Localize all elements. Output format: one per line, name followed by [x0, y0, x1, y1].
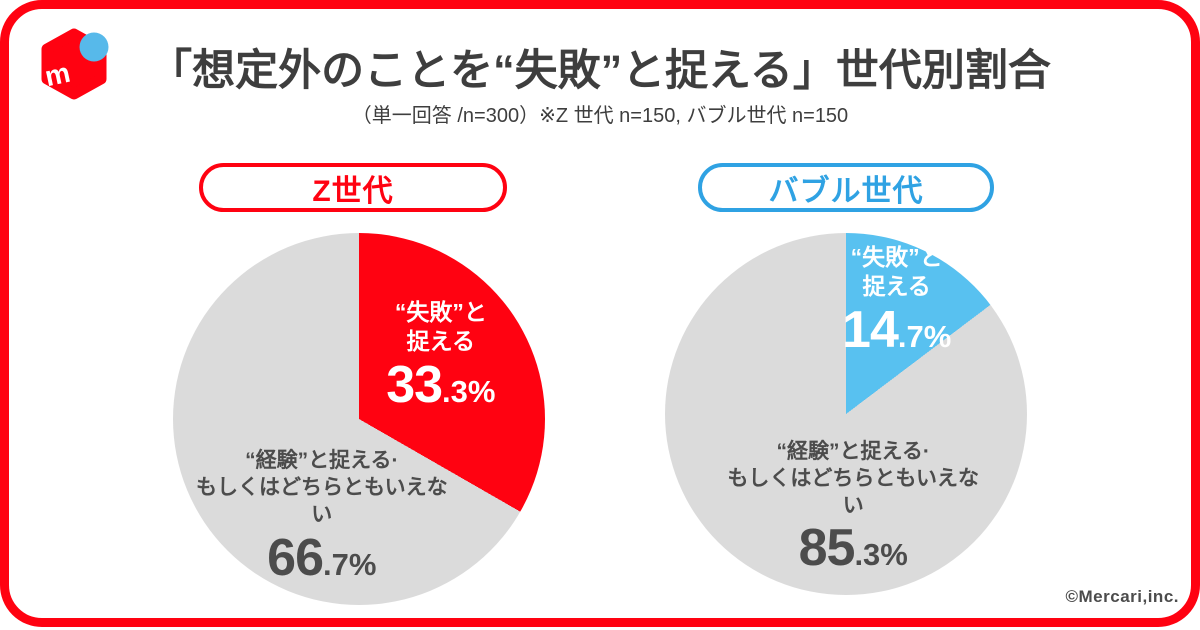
rest-label-block-bubble: “経験”と捉える· もしくはどちらともいえない 85.3% — [727, 438, 980, 576]
percentage-fraction: .7% — [323, 546, 377, 582]
rest-percentage: 66.7% — [192, 528, 452, 587]
pie-chart-bubble: “失敗”と 捉える 14.7% “経験”と捉える· もしくはどちらともいえない … — [665, 233, 1027, 595]
rest-label-line: “経験”と捉える· — [776, 439, 930, 463]
group-label-pill-z: Z世代 — [199, 163, 507, 212]
slice-percentage: 14.7% — [824, 300, 969, 359]
survey-note: （単一回答 /n=300）※Z 世代 n=150, バブル世代 n=150 — [351, 105, 849, 127]
slice-label-block-bubble: “失敗”と 捉える 14.7% — [824, 243, 969, 357]
rest-label-line: もしくはどちらともいえない — [195, 476, 448, 527]
group-label-z: Z世代 — [312, 174, 394, 208]
slice-label-line: “失敗”と — [850, 244, 943, 271]
percentage-fraction: .3% — [442, 373, 496, 409]
percentage-integer: 66 — [267, 528, 324, 587]
slice-label-line: 捉える — [406, 327, 475, 354]
slice-label-block-z: “失敗”と 捉える 33.3% — [366, 298, 515, 412]
percentage-integer: 14 — [842, 300, 899, 359]
rest-percentage: 85.3% — [727, 521, 980, 576]
slice-percentage: 33.3% — [366, 355, 515, 414]
percentage-integer: 33 — [386, 355, 443, 414]
mercari-logo: m — [41, 28, 109, 100]
copyright-text: ©Mercari,inc. — [1065, 587, 1179, 606]
group-label-bubble: バブル世代 — [768, 174, 924, 208]
group-label-pill-bubble: バブル世代 — [698, 163, 994, 212]
percentage-fraction: .7% — [897, 318, 952, 354]
page-title: 「想定外のことを“失敗”と捉える」世代別割合 — [149, 47, 1051, 95]
rest-label-line: “経験”と捉える· — [245, 448, 399, 472]
mercari-logo-dot-icon — [79, 32, 109, 62]
rest-label-line: もしくはどちらともいえない — [727, 466, 980, 518]
slice-label-line: 捉える — [862, 272, 931, 299]
rest-label-block-z: “経験”と捉える· もしくはどちらともいえない 66.7% — [192, 447, 452, 585]
slice-label-line: “失敗”と — [394, 299, 487, 326]
percentage-integer: 85 — [798, 519, 856, 578]
pie-chart-z: “失敗”と 捉える 33.3% “経験”と捉える· もしくはどちらともいえない … — [173, 233, 545, 605]
percentage-fraction: .3% — [854, 537, 908, 573]
